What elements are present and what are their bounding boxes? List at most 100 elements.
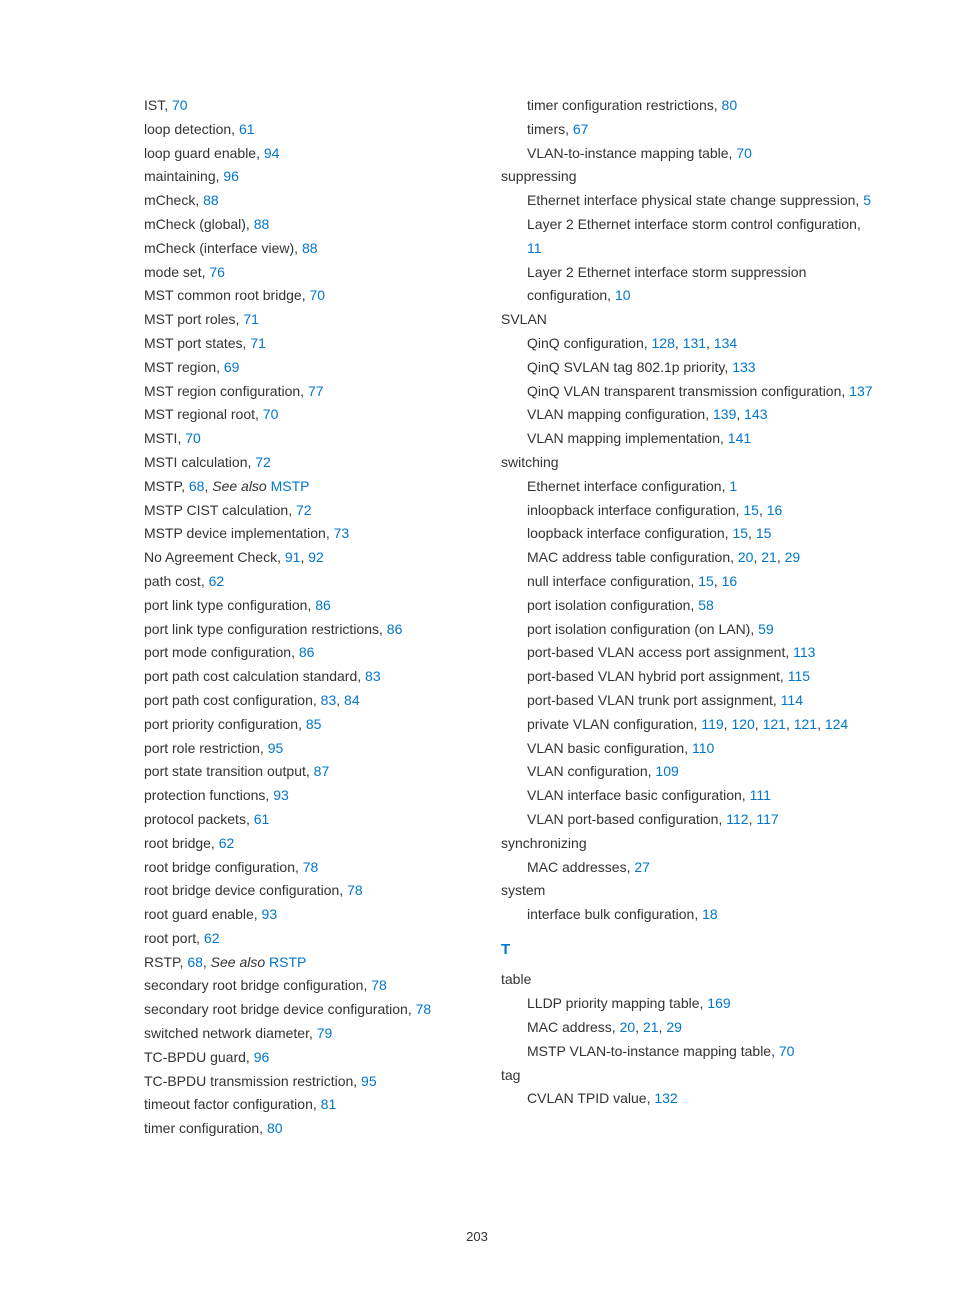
page-link[interactable]: 15 [732, 525, 748, 541]
page-link[interactable]: 95 [361, 1073, 377, 1089]
page-link[interactable]: 86 [315, 597, 331, 613]
page-link[interactable]: 18 [702, 906, 718, 922]
page-link[interactable]: 80 [722, 97, 738, 113]
page-link[interactable]: 10 [615, 287, 631, 303]
page-link[interactable]: 78 [303, 859, 319, 875]
page-link[interactable]: 71 [243, 311, 259, 327]
page-link[interactable]: 94 [264, 145, 280, 161]
page-link[interactable]: 1 [729, 478, 737, 494]
page-link[interactable]: 134 [714, 335, 737, 351]
page-link[interactable]: 88 [203, 192, 219, 208]
page-link[interactable]: 83 [365, 668, 381, 684]
page-link[interactable]: 59 [758, 621, 774, 637]
page-link[interactable]: 83 [321, 692, 337, 708]
page-link[interactable]: 11 [527, 240, 542, 256]
page-link[interactable]: 121 [763, 716, 786, 732]
page-link[interactable]: 109 [655, 763, 678, 779]
page-link[interactable]: 16 [722, 573, 738, 589]
page-link[interactable]: 78 [347, 882, 363, 898]
page-link[interactable]: 70 [309, 287, 325, 303]
page-link[interactable]: 76 [209, 264, 225, 280]
page-link[interactable]: 61 [239, 121, 255, 137]
page-link[interactable]: 117 [756, 811, 778, 827]
page-link[interactable]: 78 [371, 977, 387, 993]
page-link[interactable]: 69 [224, 359, 240, 375]
page-link[interactable]: 128 [652, 335, 675, 351]
page-link[interactable]: 92 [308, 549, 324, 565]
page-link[interactable]: 72 [255, 454, 271, 470]
page-link[interactable]: 110 [692, 740, 714, 756]
page-link[interactable]: 80 [267, 1120, 283, 1136]
page-link[interactable]: 15 [743, 502, 759, 518]
page-link[interactable]: 93 [262, 906, 278, 922]
page-link[interactable]: 119 [701, 716, 723, 732]
page-link[interactable]: 70 [779, 1043, 795, 1059]
page-link[interactable]: 96 [254, 1049, 270, 1065]
page-link[interactable]: 95 [268, 740, 284, 756]
page-link[interactable]: 62 [219, 835, 235, 851]
page-link[interactable]: 133 [732, 359, 755, 375]
page-link[interactable]: 86 [299, 644, 315, 660]
page-link[interactable]: 70 [172, 97, 188, 113]
page-link[interactable]: 67 [573, 121, 589, 137]
page-link[interactable]: 72 [296, 502, 312, 518]
page-link[interactable]: 96 [223, 168, 239, 184]
index-text: port priority configuration, [144, 716, 306, 732]
page-link[interactable]: 21 [761, 549, 777, 565]
page-link[interactable]: 62 [204, 930, 220, 946]
page-link[interactable]: 70 [736, 145, 752, 161]
page-link[interactable]: 81 [321, 1096, 337, 1112]
page-link[interactable]: 79 [317, 1025, 333, 1041]
page-link[interactable]: 169 [707, 995, 730, 1011]
page-link[interactable]: 5 [863, 192, 871, 208]
page-link[interactable]: 113 [793, 644, 815, 660]
index-entry: MAC address table configuration, 20, 21,… [501, 546, 874, 570]
page-link[interactable]: 88 [302, 240, 318, 256]
page-link[interactable]: 70 [185, 430, 201, 446]
page-link[interactable]: 112 [726, 811, 748, 827]
page-link[interactable]: 58 [698, 597, 714, 613]
index-text: QinQ VLAN transparent transmission confi… [527, 383, 849, 399]
page-link[interactable]: 124 [825, 716, 848, 732]
page-link[interactable]: RSTP [269, 954, 306, 970]
page-link[interactable]: 91 [285, 549, 301, 565]
page-link[interactable]: 16 [767, 502, 783, 518]
page-link[interactable]: 84 [344, 692, 360, 708]
page-link[interactable]: 121 [794, 716, 817, 732]
index-text: MST region configuration, [144, 383, 308, 399]
page-link[interactable]: 132 [654, 1090, 677, 1106]
page-link[interactable]: 131 [683, 335, 706, 351]
page-link[interactable]: 15 [698, 573, 714, 589]
page-link[interactable]: 141 [728, 430, 751, 446]
page-link[interactable]: 71 [250, 335, 266, 351]
page-link[interactable]: 86 [387, 621, 403, 637]
page-link[interactable]: 137 [849, 383, 872, 399]
page-link[interactable]: 114 [781, 692, 803, 708]
page-link[interactable]: 21 [643, 1019, 659, 1035]
index-entry: port-based VLAN hybrid port assignment, … [501, 665, 874, 689]
page-link[interactable]: 70 [263, 406, 279, 422]
page-link[interactable]: 61 [254, 811, 270, 827]
page-link[interactable]: 20 [738, 549, 754, 565]
page-link[interactable]: 27 [634, 859, 650, 875]
page-link[interactable]: 93 [273, 787, 289, 803]
page-link[interactable]: 78 [416, 1001, 432, 1017]
page-link[interactable]: 15 [756, 525, 772, 541]
page-link[interactable]: MSTP [271, 478, 310, 494]
page-link[interactable]: 29 [785, 549, 801, 565]
page-link[interactable]: 68 [187, 954, 203, 970]
page-link[interactable]: 68 [189, 478, 205, 494]
page-link[interactable]: 115 [788, 668, 810, 684]
page-link[interactable]: 111 [750, 787, 771, 803]
page-link[interactable]: 143 [744, 406, 767, 422]
page-link[interactable]: 85 [306, 716, 322, 732]
page-link[interactable]: 29 [666, 1019, 682, 1035]
page-link[interactable]: 120 [731, 716, 754, 732]
page-link[interactable]: 87 [314, 763, 330, 779]
page-link[interactable]: 20 [620, 1019, 636, 1035]
page-link[interactable]: 73 [334, 525, 350, 541]
page-link[interactable]: 88 [254, 216, 270, 232]
page-link[interactable]: 62 [209, 573, 225, 589]
page-link[interactable]: 139 [713, 406, 736, 422]
page-link[interactable]: 77 [308, 383, 324, 399]
